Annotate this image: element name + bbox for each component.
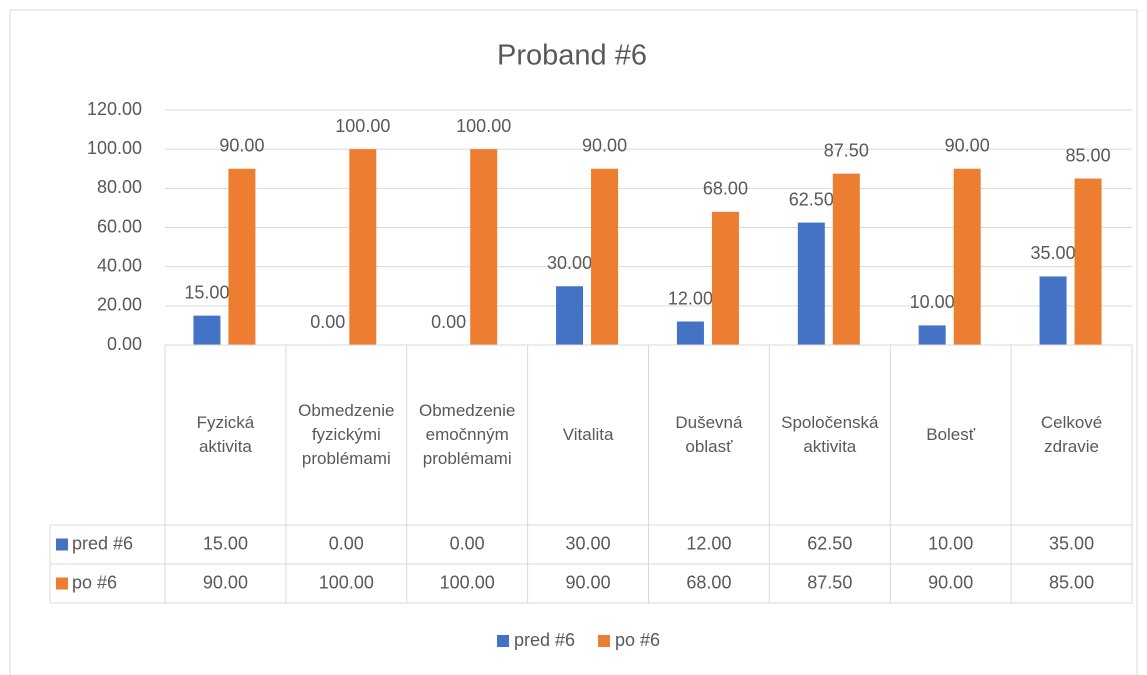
legend-label: po #6 (615, 630, 660, 650)
data-label: 62.50 (789, 189, 834, 209)
table-cell: 68.00 (686, 572, 731, 592)
bar (591, 168, 619, 345)
table-cell: 30.00 (566, 533, 611, 553)
table-cell: 0.00 (329, 533, 364, 553)
table-cell: 62.50 (807, 533, 852, 553)
bar (676, 321, 704, 345)
legend-key (497, 635, 509, 647)
data-label: 35.00 (1031, 243, 1076, 263)
bar (1074, 178, 1102, 345)
data-label: 68.00 (703, 179, 748, 199)
category-label: Obmedzenie emočnným problémami (418, 401, 516, 468)
category-label: Fyzická aktivita (196, 413, 255, 456)
table-cell: 90.00 (928, 572, 973, 592)
table-cell: 90.00 (566, 572, 611, 592)
table-cell: 87.50 (807, 572, 852, 592)
table-cell: 35.00 (1049, 533, 1094, 553)
bar (1039, 276, 1067, 345)
data-label: 100.00 (335, 116, 390, 136)
data-label: 100.00 (456, 116, 511, 136)
legend-key (56, 577, 68, 590)
table-series-name: pred #6 (72, 533, 133, 553)
table-cell: 85.00 (1049, 572, 1094, 592)
category-label: Bolesť (926, 425, 976, 444)
category-label: Celkové zdravie (1040, 413, 1103, 456)
data-label: 90.00 (945, 136, 990, 156)
data-label: 0.00 (310, 312, 345, 332)
table-cell: 0.00 (450, 533, 485, 553)
legend-label: pred #6 (514, 630, 575, 650)
data-label: 90.00 (582, 136, 627, 156)
bar (918, 325, 946, 345)
bar (193, 315, 221, 345)
legend-key (598, 635, 610, 647)
chart-title: Proband #6 (497, 40, 647, 72)
data-label: 15.00 (184, 282, 229, 302)
table-cell: 15.00 (203, 533, 248, 553)
y-tick-label: 40.00 (97, 255, 142, 275)
data-label: 85.00 (1066, 145, 1111, 165)
y-tick-label: 100.00 (87, 138, 142, 158)
data-label: 10.00 (910, 292, 955, 312)
data-label: 0.00 (431, 312, 466, 332)
category-label: Obmedzenie fyzickými problémami (298, 401, 395, 468)
bar (556, 286, 584, 345)
bar (470, 149, 498, 345)
bar (711, 211, 739, 345)
bar (349, 149, 377, 345)
data-label: 90.00 (219, 136, 264, 156)
table-cell: 12.00 (686, 533, 731, 553)
y-tick-label: 80.00 (97, 177, 142, 197)
table-series-name: po #6 (72, 572, 117, 592)
bar (832, 173, 860, 345)
data-label: 87.50 (824, 140, 869, 160)
table-cell: 100.00 (440, 572, 495, 592)
category-label: Spoločenská aktivita (781, 413, 879, 456)
data-label: 12.00 (668, 288, 713, 308)
category-label: Vitalita (562, 425, 614, 444)
table-cell: 100.00 (319, 572, 374, 592)
data-label: 30.00 (547, 253, 592, 273)
bar (228, 168, 256, 345)
y-tick-label: 0.00 (107, 334, 142, 354)
bar (953, 168, 981, 345)
table-cell: 10.00 (928, 533, 973, 553)
y-tick-label: 120.00 (87, 99, 142, 119)
table-cell: 90.00 (203, 572, 248, 592)
y-tick-label: 60.00 (97, 216, 142, 236)
category-label: Duševná oblasť (675, 413, 743, 456)
chart-border (9, 9, 1138, 675)
y-tick-label: 20.00 (97, 295, 142, 315)
legend-key (56, 538, 68, 551)
bar (797, 222, 825, 345)
